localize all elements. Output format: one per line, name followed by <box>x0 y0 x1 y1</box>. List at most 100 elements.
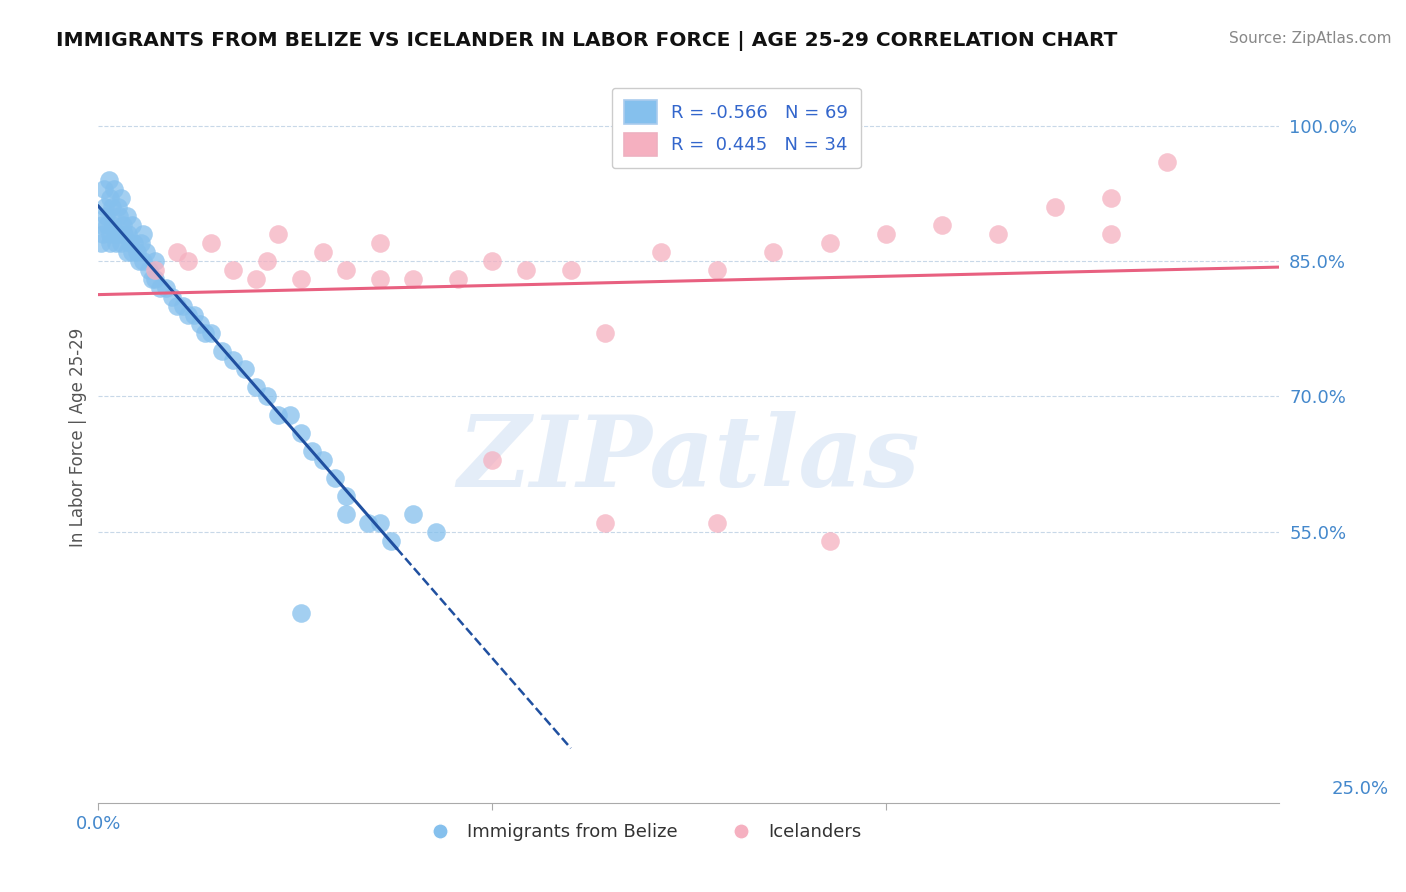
Point <box>335 263 357 277</box>
Point <box>357 516 380 530</box>
Point <box>222 353 245 368</box>
Point <box>188 317 211 331</box>
Point <box>138 263 160 277</box>
Point <box>143 254 166 268</box>
Point <box>402 272 425 286</box>
Point <box>112 218 135 232</box>
Point <box>425 524 447 539</box>
Point <box>96 209 118 223</box>
Text: IMMIGRANTS FROM BELIZE VS ICELANDER IN LABOR FORCE | AGE 25-29 CORRELATION CHART: IMMIGRANTS FROM BELIZE VS ICELANDER IN L… <box>56 31 1118 51</box>
Point <box>160 290 183 304</box>
Point <box>301 443 323 458</box>
Legend: Immigrants from Belize, Icelanders: Immigrants from Belize, Icelanders <box>415 816 869 848</box>
Point <box>183 308 205 322</box>
Point <box>96 218 118 232</box>
Point <box>706 263 728 277</box>
Point <box>118 235 141 250</box>
Point <box>368 516 391 530</box>
Point <box>115 244 138 259</box>
Point <box>121 218 143 232</box>
Point <box>166 244 188 259</box>
Point <box>107 200 129 214</box>
Point <box>90 235 112 250</box>
Point <box>402 507 425 521</box>
Point <box>141 272 163 286</box>
Point <box>110 235 132 250</box>
Point <box>222 263 245 277</box>
Point <box>875 227 897 241</box>
Point <box>166 299 188 313</box>
Point <box>312 452 335 467</box>
Point <box>560 263 582 277</box>
Point <box>101 218 124 232</box>
Point <box>256 389 278 403</box>
Point <box>97 172 120 186</box>
Point <box>706 516 728 530</box>
Point <box>132 254 155 268</box>
Point <box>94 200 117 214</box>
Point <box>818 235 841 250</box>
Point <box>91 227 114 241</box>
Point <box>172 299 194 313</box>
Point <box>267 227 290 241</box>
Point <box>108 227 131 241</box>
Y-axis label: In Labor Force | Age 25-29: In Labor Force | Age 25-29 <box>69 327 87 547</box>
Point <box>818 533 841 548</box>
Point <box>290 425 312 440</box>
Point <box>98 235 121 250</box>
Point <box>98 227 121 241</box>
Point <box>593 516 616 530</box>
Point <box>135 244 157 259</box>
Point <box>110 191 132 205</box>
Point <box>200 326 222 341</box>
Point <box>245 272 267 286</box>
Point <box>233 362 256 376</box>
Point <box>593 326 616 341</box>
Point <box>312 244 335 259</box>
Point <box>380 533 402 548</box>
Point <box>194 326 217 341</box>
Point <box>115 209 138 223</box>
Point <box>104 227 127 241</box>
Point <box>90 218 112 232</box>
Point <box>256 254 278 268</box>
Point <box>335 507 357 521</box>
Point <box>987 227 1010 241</box>
Point <box>368 272 391 286</box>
Point <box>129 235 152 250</box>
Point <box>101 200 124 214</box>
Point <box>177 254 200 268</box>
Text: 25.0%: 25.0% <box>1331 780 1389 798</box>
Point <box>335 489 357 503</box>
Point <box>1156 154 1178 169</box>
Point <box>155 281 177 295</box>
Point <box>278 408 301 422</box>
Point <box>762 244 785 259</box>
Point <box>1099 227 1122 241</box>
Point <box>177 308 200 322</box>
Point <box>290 272 312 286</box>
Point <box>931 218 953 232</box>
Point <box>1099 191 1122 205</box>
Point <box>105 235 128 250</box>
Text: ZIPatlas: ZIPatlas <box>458 411 920 508</box>
Point <box>112 227 135 241</box>
Point <box>290 606 312 620</box>
Point <box>107 209 129 223</box>
Point <box>149 281 172 295</box>
Point <box>98 191 121 205</box>
Point <box>200 235 222 250</box>
Point <box>117 227 139 241</box>
Point <box>128 254 150 268</box>
Text: Source: ZipAtlas.com: Source: ZipAtlas.com <box>1229 31 1392 46</box>
Point <box>93 182 115 196</box>
Point <box>267 408 290 422</box>
Point <box>211 344 233 359</box>
Point <box>103 182 125 196</box>
Point <box>132 227 155 241</box>
Point <box>650 244 672 259</box>
Point <box>143 263 166 277</box>
Point <box>481 452 503 467</box>
Point <box>447 272 470 286</box>
Point <box>323 471 346 485</box>
